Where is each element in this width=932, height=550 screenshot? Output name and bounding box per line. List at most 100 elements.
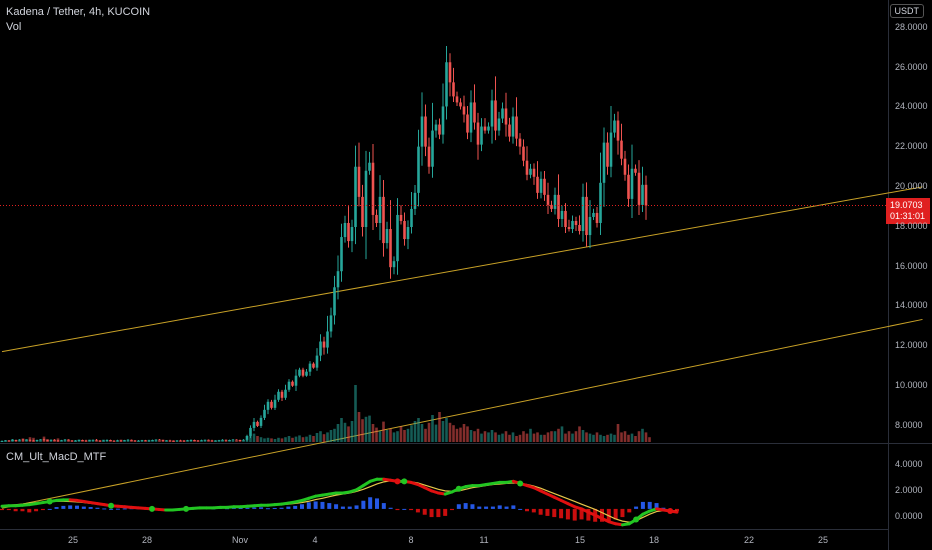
candle-body [553,194,557,209]
volume-bar [483,431,487,442]
macd-histogram-bar [68,505,73,509]
volume-bar [581,430,585,442]
macd-tick: 2.0000 [895,485,923,495]
candle-body [214,440,217,442]
candle-body [32,440,35,442]
candle-body [609,132,613,167]
volume-bar [539,434,543,442]
macd-cross-dot [517,480,524,487]
trendlines[interactable] [1,186,923,509]
candle-body [144,440,147,442]
candle-body [406,227,410,240]
volume-label[interactable]: Vol [6,21,22,33]
volume-bar [196,440,200,442]
macd-histogram-bar [511,505,516,509]
macd-histogram-bar [538,508,543,515]
volume-bar [39,439,42,442]
price-tick: 26.0000 [895,62,928,72]
volume-bar [249,436,252,442]
volume-bar [287,436,291,442]
candle-body [606,142,609,167]
macd-histogram-bar [504,506,509,509]
macd-tick: 4.0000 [895,459,923,469]
candle-body [578,225,581,232]
volume-bar [81,440,84,442]
macd-histogram-bar [272,507,277,509]
macd-histogram-bar [647,501,652,509]
macd-histogram-bar [320,501,325,509]
volume-bar [357,412,361,442]
candle-body [140,440,144,442]
macd-histogram-bar [545,508,550,516]
volume-bar [504,431,508,442]
currency-badge[interactable]: USDT [889,4,924,18]
price-tick: 8.0000 [895,420,923,430]
volume-bar [49,440,53,442]
volume-bar [448,422,452,442]
candle-body [196,440,200,442]
volume-bar [280,438,284,442]
candle-body [277,391,280,400]
time-tick: 25 [67,535,79,545]
candle-body [25,439,28,441]
volume-bar [511,432,515,442]
chart-title[interactable]: Kadena / Tether, 4h, KUCOIN [6,6,151,18]
price-tick: 24.0000 [895,101,928,111]
macd-histogram-bar [354,505,359,509]
candle-body [231,439,235,441]
volume-bar [53,439,56,442]
volume-bar [329,430,333,442]
volume-bar [105,440,109,442]
macd-histogram-bar [375,498,379,509]
macd-histogram-bar [443,508,448,516]
candle-body [133,440,137,442]
candle-body [151,439,154,441]
candle-body [280,391,284,398]
macd-histogram-bar [293,505,298,509]
candle-body [445,62,448,107]
volume-bar [434,424,438,442]
candle-body [291,381,294,386]
candle-body [459,102,462,107]
candle-body [266,401,270,410]
volume-bar [424,428,427,442]
macd-histogram-bar [518,508,523,510]
volume-bar [168,440,172,442]
volume-bar [515,436,518,442]
volume-bar [322,434,326,442]
candle-body [39,439,42,441]
macd-cross-dot [455,485,462,492]
macd-tick: 0.0000 [895,511,923,521]
volume-bar [133,440,137,442]
candle-body [249,427,252,436]
volume-bar [217,440,221,442]
macd-histogram-bar [654,503,659,509]
volume-bar [480,433,483,442]
candle-body [452,82,455,97]
candle-body [0,440,4,442]
candle-body [368,162,371,171]
volume-bar [473,431,476,442]
candle-body [347,222,350,242]
indicator-label[interactable]: CM_Ult_MacD_MTF [6,451,107,463]
trendline [1,318,923,509]
candle-body [389,229,392,268]
volume-bar [518,434,522,442]
macd-pane [0,477,679,527]
candle-body [207,439,210,441]
bar-countdown: 01:31:01 [890,211,926,221]
candle-body [102,440,105,442]
volume-bar [557,428,560,442]
macd-histogram-bar [313,501,318,509]
candle-body [627,174,630,199]
macd-cross-dot [149,505,155,512]
volume-bar [476,428,480,442]
volume-bar [259,437,263,442]
macd-cross-dot [394,478,401,485]
time-tick: 8 [408,535,414,545]
candle-body [14,439,18,441]
candle-body [242,439,245,441]
macd-histogram-bar [20,508,25,512]
candle-body [396,214,399,262]
